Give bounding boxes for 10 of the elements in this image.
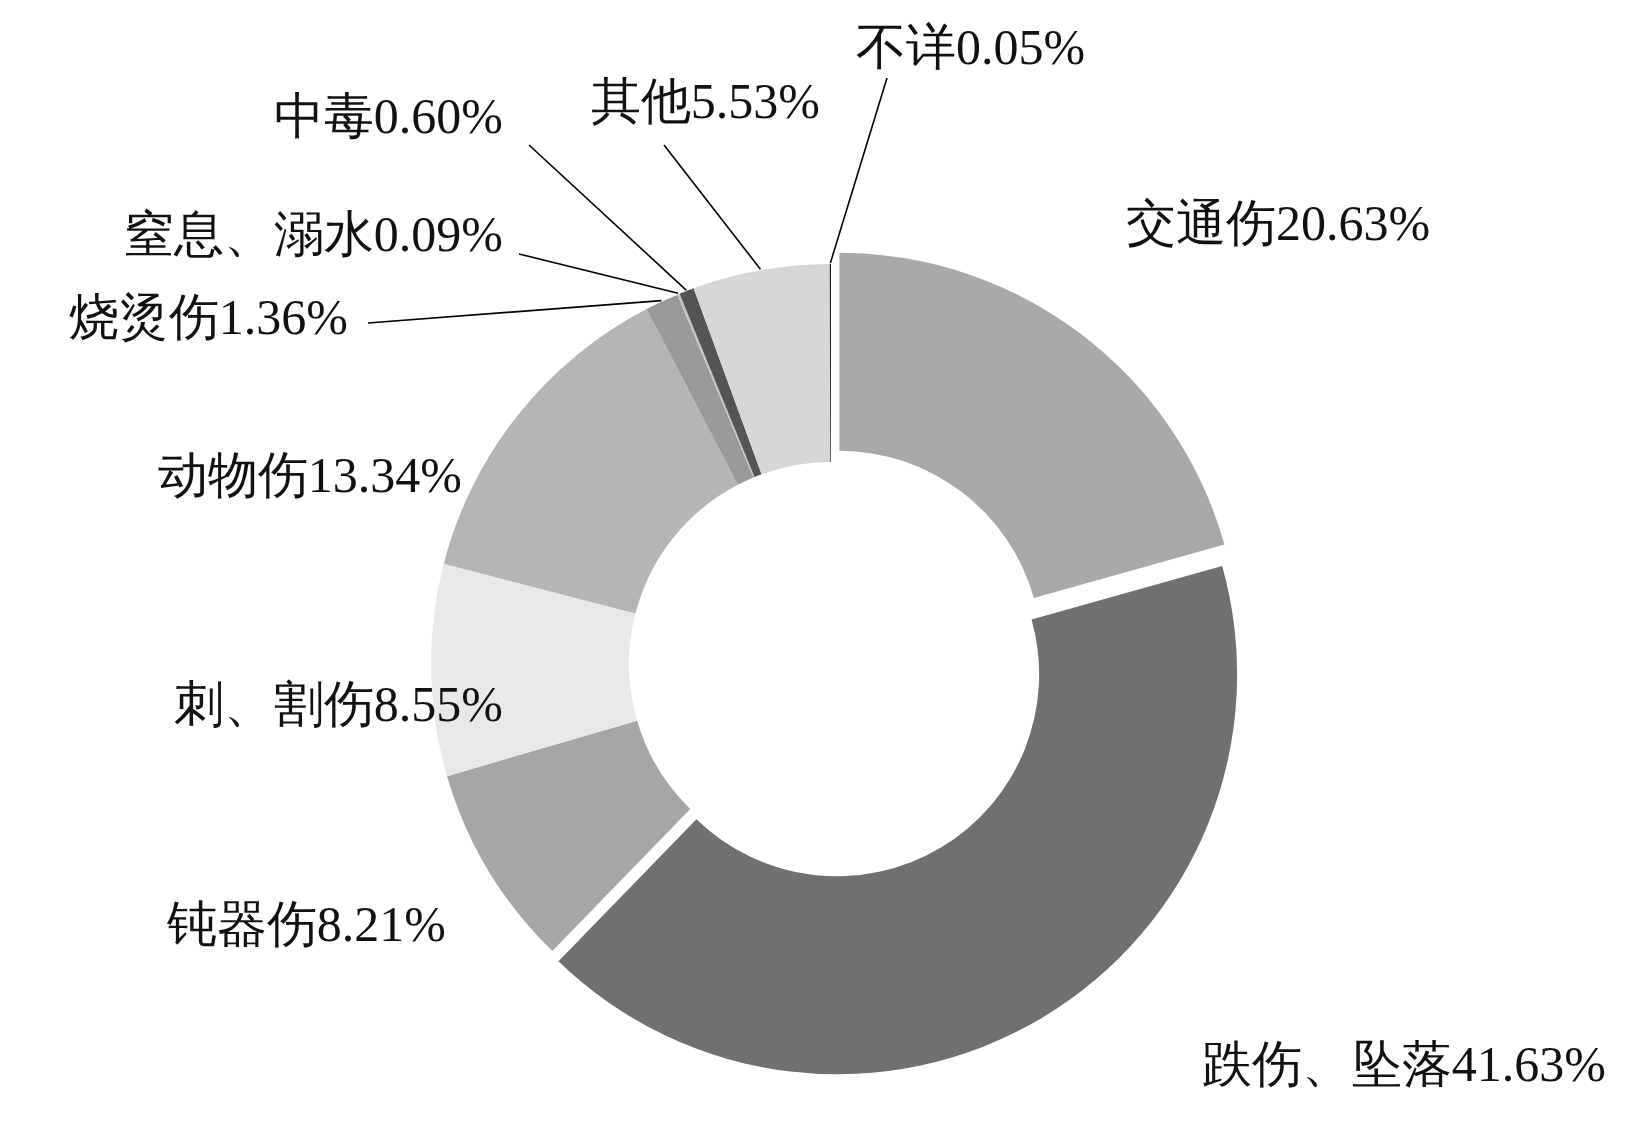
slice-label: 钝器伤8.21% xyxy=(165,896,446,952)
slice-label: 刺、割伤8.55% xyxy=(173,676,503,732)
slice-label: 其他5.53% xyxy=(590,73,820,129)
slice-label: 交通伤20.63% xyxy=(1126,195,1431,251)
slice-label: 动物伤13.34% xyxy=(157,447,462,503)
slice-label: 窒息、溺水0.09% xyxy=(123,206,503,262)
slice-label: 烧烫伤1.36% xyxy=(68,289,348,345)
slice-label: 不详0.05% xyxy=(856,19,1086,75)
slice-label: 中毒0.60% xyxy=(273,88,503,144)
slice-label: 跌伤、坠落41.63% xyxy=(1201,1036,1606,1092)
